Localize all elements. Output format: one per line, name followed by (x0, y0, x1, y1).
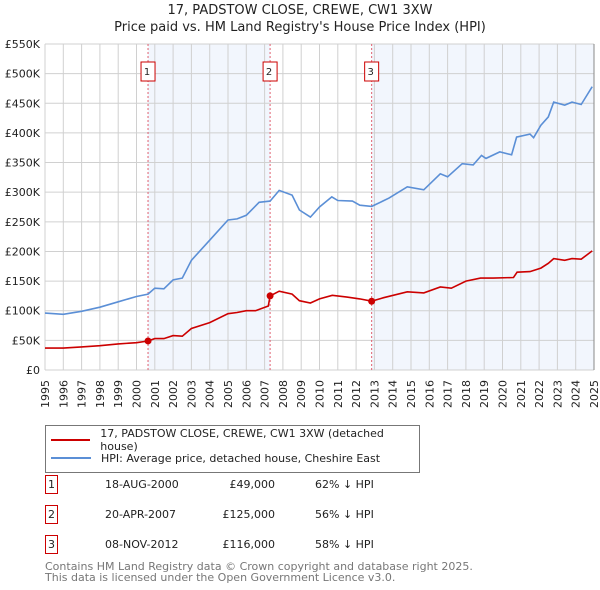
sale-hpi-diff: 62% ↓ HPI (315, 478, 374, 491)
x-tick-label: 2001 (149, 380, 162, 408)
price-paid-line (45, 250, 593, 349)
hpi-line (44, 86, 593, 316)
x-tick-label: 2007 (259, 380, 272, 408)
sale-date: 08-NOV-2012 (105, 538, 179, 551)
y-tick-label: £450K (5, 97, 41, 110)
y-tick-label: £50K (12, 334, 41, 347)
sale-hpi-diff: 58% ↓ HPI (315, 538, 374, 551)
x-tick-label: 2016 (423, 380, 436, 408)
sale-price: £116,000 (222, 538, 276, 551)
x-tick-label: 2021 (515, 380, 528, 408)
chart-subtitle: Price paid vs. HM Land Registry's House … (114, 20, 486, 35)
x-tick-label: 2006 (240, 380, 253, 408)
sale-point (368, 297, 376, 305)
sale-hpi-diff: 56% ↓ HPI (315, 508, 374, 521)
x-tick-label: 2017 (442, 380, 455, 408)
x-tick-label: 2025 (588, 380, 600, 408)
x-tick-label: 2005 (222, 380, 235, 408)
sale-number-badge: 3 (45, 535, 58, 554)
x-tick-label: 2019 (478, 380, 491, 408)
sale-number-box (262, 61, 278, 82)
x-tick-label: 1997 (76, 380, 89, 408)
legend: 17, PADSTOW CLOSE, CREWE, CW1 3XW (detac… (45, 425, 420, 473)
legend-red-line-icon (51, 439, 91, 441)
x-tick-label: 2018 (460, 380, 473, 408)
chart-title: 17, PADSTOW CLOSE, CREWE, CW1 3XW (167, 3, 433, 18)
legend-label: 17, PADSTOW CLOSE, CREWE, CW1 3XW (detac… (100, 427, 384, 453)
shaded-period (148, 44, 271, 370)
x-tick-label: 2000 (131, 380, 144, 408)
legend-item-property: 17, PADSTOW CLOSE, CREWE, CW1 3XW (detac… (51, 427, 419, 453)
y-tick-label: £550K (5, 38, 41, 51)
x-tick-label: 2013 (368, 380, 381, 408)
sale-point (266, 292, 274, 300)
table-row: 1 18-AUG-2000 £49,000 62% ↓ HPI (45, 475, 445, 495)
shaded-period (371, 44, 594, 370)
y-tick-label: £300K (5, 186, 41, 199)
table-row: 3 08-NOV-2012 £116,000 58% ↓ HPI (45, 535, 445, 555)
sale-number-label: 3 (367, 67, 373, 78)
y-tick-label: £150K (5, 275, 41, 288)
sale-number-badge: 1 (45, 475, 58, 494)
y-tick-label: £500K (5, 68, 41, 81)
x-tick-label: 2009 (295, 380, 308, 408)
x-tick-label: 1995 (39, 380, 52, 408)
sale-price: £49,000 (229, 478, 276, 491)
y-tick-label: £250K (5, 216, 41, 229)
x-tick-label: 2003 (185, 380, 198, 408)
sale-date: 18-AUG-2000 (105, 478, 179, 491)
x-tick-label: 2011 (332, 380, 345, 408)
sale-number-label: 2 (266, 67, 272, 78)
x-tick-label: 2012 (350, 380, 363, 408)
x-tick-label: 2023 (551, 380, 564, 408)
x-tick-label: 2010 (314, 380, 327, 408)
sale-point (144, 337, 152, 345)
footer-copyright: Contains HM Land Registry data © Crown c… (45, 560, 473, 573)
sale-number-box (140, 61, 156, 82)
x-tick-label: 2002 (167, 380, 180, 408)
x-tick-label: 2022 (533, 380, 546, 408)
x-tick-label: 2004 (204, 380, 217, 408)
sale-number-label: 1 (144, 67, 150, 78)
x-tick-label: 2015 (405, 380, 418, 408)
legend-blue-line-icon (51, 457, 91, 459)
x-tick-label: 1999 (112, 380, 125, 408)
y-tick-label: £350K (5, 157, 41, 170)
y-tick-label: £400K (5, 127, 41, 140)
x-tick-label: 2008 (277, 380, 290, 408)
y-tick-label: £0 (26, 364, 40, 377)
y-tick-label: £200K (5, 245, 41, 258)
price-chart: 1995 1996 1997 1998 1999 2000 2001 2002 2003 2004… (5, 38, 600, 408)
sale-number-box (364, 61, 380, 82)
legend-item-hpi: HPI: Average price, detached house, Ches… (51, 450, 380, 466)
x-tick-label: 1996 (57, 380, 70, 408)
sale-date: 20-APR-2007 (105, 508, 177, 521)
x-tick-label: 2024 (570, 380, 583, 408)
x-tick-label: 2020 (497, 380, 510, 408)
footer-licence: This data is licensed under the Open Gov… (45, 571, 396, 584)
x-tick-label: 1998 (94, 380, 107, 408)
y-tick-label: £100K (5, 305, 41, 318)
legend-label: HPI: Average price, detached house, Ches… (101, 451, 381, 465)
x-tick-label: 2014 (387, 380, 400, 408)
sale-price: £125,000 (222, 508, 276, 521)
sale-number-badge: 2 (45, 505, 58, 524)
table-row: 2 20-APR-2007 £125,000 56% ↓ HPI (45, 505, 445, 525)
